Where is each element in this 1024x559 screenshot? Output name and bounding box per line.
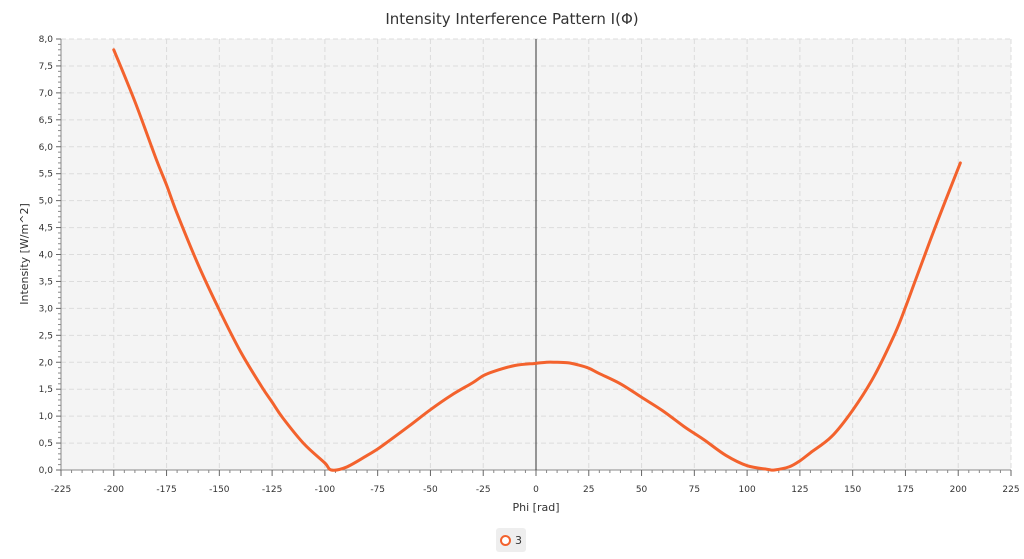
y-axis-label: Intensity [W/m^2]: [18, 203, 31, 304]
y-tick-label: 5,0: [39, 197, 54, 207]
y-tick-label: 0,0: [39, 466, 54, 476]
x-tick-label: 225: [1002, 485, 1019, 495]
x-tick-label: 100: [739, 485, 756, 495]
x-tick-label: 75: [689, 485, 700, 495]
x-axis: -225 -200 -175 -150 -125 -100 -75 -50 -25 0 25 50 75…: [51, 470, 1020, 495]
y-tick-label: 2,0: [39, 358, 54, 368]
chart-title: Intensity Interference Pattern I(Φ): [385, 10, 638, 28]
y-tick-label: 8,0: [39, 35, 54, 45]
series-group: [112, 48, 962, 472]
y-tick-label: 4,0: [39, 251, 54, 261]
x-tick-label: -150: [209, 485, 230, 495]
y-tick-label: 5,5: [39, 170, 53, 180]
series-line: [112, 48, 962, 472]
x-tick-label: 0: [533, 485, 539, 495]
y-tick-label: 7,0: [39, 89, 54, 99]
legend-label: 3: [515, 533, 522, 547]
x-tick-label: 175: [897, 485, 914, 495]
x-tick-label: -200: [104, 485, 125, 495]
x-tick-label: -125: [262, 485, 282, 495]
y-axis: 0,0 0,5 1,0 1,5 2,0 2,5 3,0 3,5 4,0 4,5 5,0 5,5 6,0 6…: [39, 35, 61, 476]
x-tick-label: -75: [370, 485, 385, 495]
legend-marker-icon: [500, 534, 511, 546]
x-tick-label: 200: [950, 485, 967, 495]
x-tick-label: 125: [791, 485, 808, 495]
y-tick-label: 1,0: [39, 412, 54, 422]
y-tick-label: 0,5: [39, 439, 53, 449]
x-tick-label: -175: [156, 485, 176, 495]
x-tick-label: -100: [315, 485, 336, 495]
x-tick-label: 150: [844, 485, 861, 495]
x-tick-label: 50: [636, 485, 648, 495]
y-tick-label: 2,5: [39, 331, 53, 341]
x-tick-label: -25: [476, 485, 491, 495]
x-axis-label: Phi [rad]: [513, 501, 560, 514]
x-tick-label: -225: [51, 485, 71, 495]
x-tick-label: 25: [583, 485, 594, 495]
x-tick-label: -50: [423, 485, 438, 495]
legend[interactable]: 3: [496, 528, 526, 552]
y-tick-label: 7,5: [39, 62, 53, 72]
y-tick-label: 3,5: [39, 277, 53, 287]
y-tick-label: 3,0: [39, 304, 54, 314]
y-tick-label: 6,0: [39, 143, 54, 153]
y-tick-label: 1,5: [39, 385, 53, 395]
y-tick-label: 6,5: [39, 116, 53, 126]
y-tick-label: 4,5: [39, 224, 53, 234]
